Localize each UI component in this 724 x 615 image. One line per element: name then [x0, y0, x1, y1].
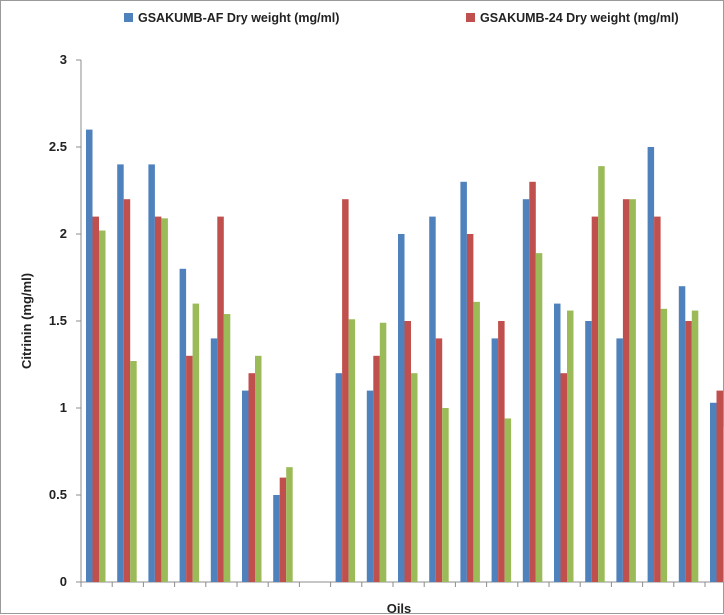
bar-series-2 [529, 181, 536, 583]
y-tick-label: 1.5 [49, 313, 67, 328]
bar-series-3 [504, 418, 512, 582]
bar-series-1 [117, 164, 124, 582]
bar-series-3 [598, 166, 605, 582]
bar-series-2 [654, 216, 661, 582]
y-tick-label: 0.5 [49, 487, 67, 502]
bar-series-2 [498, 321, 505, 582]
x-axis [80, 581, 724, 587]
bar-series-3 [192, 303, 200, 582]
bar-series-3 [130, 361, 137, 582]
legend-swatch-series-1 [124, 13, 133, 22]
bar-series-3 [411, 373, 418, 582]
bar-series-2 [622, 199, 630, 582]
bar-series-1 [460, 181, 467, 583]
legend-swatch-series-2 [466, 13, 475, 22]
y-tick-label: 0 [60, 574, 67, 589]
bar-series-2 [217, 216, 224, 582]
bar-series-3 [473, 301, 480, 582]
bar-series-2 [279, 477, 287, 582]
bar-series-2 [466, 234, 474, 582]
bar-series-3 [379, 322, 387, 582]
bar-series-3 [535, 253, 543, 582]
bar-series-1 [86, 129, 93, 582]
bar-series-1 [585, 321, 592, 582]
bar-series-1 [242, 390, 249, 582]
y-axis-title: Citrinin (mg/ml) [19, 273, 34, 369]
bar-series-3 [567, 310, 574, 582]
bar-series-2 [342, 199, 349, 582]
bar-series-3 [660, 308, 668, 582]
bar-series-2 [154, 216, 162, 582]
bar-series-3 [255, 355, 262, 582]
bar-series-1 [148, 164, 155, 582]
bar-series-1 [210, 338, 218, 582]
legend-label-series-1: GSAKUMB-AF Dry weight (mg/ml) [138, 11, 339, 25]
legend: GSAKUMB-AF Dry weight (mg/ml) GSAKUMB-24… [124, 11, 679, 25]
legend-label-series-2: GSAKUMB-24 Dry weight (mg/ml) [480, 11, 679, 25]
bar-series-1 [273, 495, 280, 582]
bar-series-2 [248, 373, 255, 582]
bar-series-1 [491, 338, 499, 582]
y-tick-label: 3 [60, 52, 67, 67]
y-tick-label: 1 [60, 400, 67, 415]
bar-series-2 [123, 199, 131, 582]
bar-series-1 [554, 303, 561, 582]
bar-series-3 [691, 310, 699, 582]
bar-series-1 [335, 373, 343, 582]
x-axis-title: Oils [387, 601, 412, 615]
bar-series-2 [435, 338, 443, 582]
bar-series-1 [522, 199, 530, 582]
bar-series-2 [373, 355, 380, 582]
y-tick-label: 2 [60, 226, 67, 241]
bar-series-2 [404, 321, 411, 582]
y-axis: 0 0.5 1 1.5 2 2.5 3 [49, 52, 82, 589]
bar-series-2 [560, 373, 567, 582]
bar-series-1 [710, 402, 717, 582]
bar-series-1 [616, 338, 623, 582]
bar-series-3 [99, 230, 106, 582]
bar-series-1 [179, 268, 187, 582]
bar-series-2 [685, 321, 692, 582]
bar-series-1 [366, 390, 374, 582]
bar-series-1 [398, 234, 405, 582]
bar-series-3 [161, 218, 168, 582]
bar-series-1 [678, 286, 686, 582]
bar-series-2 [186, 355, 193, 582]
bar-series-2 [716, 390, 723, 582]
bar-series-1 [647, 147, 655, 582]
y-tick-label: 2.5 [49, 139, 67, 154]
bar-series-2 [591, 216, 599, 582]
bar-series-2 [92, 216, 99, 582]
bar-series-3 [629, 199, 636, 582]
bar-series-3 [223, 314, 231, 582]
bars [86, 129, 724, 583]
bar-series-3 [442, 408, 449, 582]
bar-series-1 [429, 216, 436, 582]
bar-series-3 [286, 467, 293, 582]
bar-series-3 [348, 319, 356, 582]
